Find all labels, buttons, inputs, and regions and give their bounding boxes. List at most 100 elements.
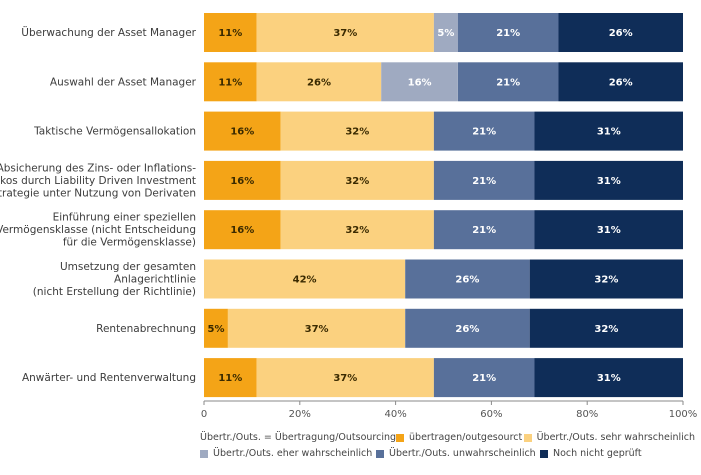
bar-segment [204, 210, 281, 250]
data-label: 32% [345, 127, 369, 138]
bar-segment [534, 358, 683, 398]
data-label: 42% [293, 275, 317, 286]
data-label: 16% [230, 176, 254, 187]
category-label: Taktische Vermögensallokation [33, 126, 196, 138]
bar-segment [457, 13, 559, 52]
bar-segment [204, 308, 228, 348]
legend-swatch-transferred [396, 434, 405, 442]
data-label: 32% [345, 225, 369, 236]
bar-segment [558, 13, 683, 52]
bar-segment [433, 358, 535, 398]
data-label: 26% [455, 275, 479, 286]
legend-swatch-unlikely [376, 450, 384, 458]
category-label-line: Überwachung der Asset Manager [21, 26, 196, 39]
category-label-line: Vermögensklasse (nicht Entscheidung [0, 224, 196, 236]
data-label: 5% [208, 324, 225, 335]
data-label: 31% [597, 127, 621, 138]
data-label: 37% [333, 28, 357, 39]
category-label: Auswahl der Asset Manager [50, 76, 197, 88]
legend-swatch-not-checked [540, 450, 548, 458]
data-label: 26% [609, 28, 633, 39]
data-label: 32% [594, 275, 618, 286]
bar-segment [204, 13, 257, 52]
category-label-line: Rentenabrechnung [96, 323, 196, 335]
category-label-line: Absicherung des Zins- oder Inflations- [0, 162, 196, 174]
data-label: 26% [609, 77, 633, 88]
x-tick-label: 20% [289, 409, 311, 420]
data-label: 31% [597, 176, 621, 187]
legend: Übertr./Outs. = Übertragung/Outsourcing … [200, 430, 695, 462]
bar-segment [381, 62, 458, 102]
bar-segment [558, 62, 683, 102]
category-label-line: Umsetzung der gesamten [60, 261, 196, 273]
category-label-line: für die Vermögensklasse) [63, 237, 196, 249]
category-label-line: Anlagerichtlinie [114, 274, 196, 286]
x-tick-label: 80% [576, 409, 598, 420]
legend-item-very-likely: Übertr./Outs. sehr wahrscheinlich [523, 430, 695, 446]
data-label: 32% [594, 324, 618, 335]
bar-segment [256, 62, 382, 102]
data-label: 31% [597, 373, 621, 384]
legend-item-unlikely: Übertr./Outs. unwahrscheinlich [376, 446, 540, 462]
bar-segment [433, 160, 535, 200]
category-label-line: risikos durch Liability Driven Investmen… [0, 175, 196, 187]
legend-label-not-checked: Noch nicht geprüft [553, 448, 642, 459]
data-label: 16% [230, 225, 254, 236]
legend-swatch-very-likely [523, 434, 532, 442]
bar-segment [204, 259, 406, 299]
bar-segment [204, 358, 257, 398]
bar-segment [534, 111, 683, 151]
legend-note: Übertr./Outs. = Übertragung/Outsourcing [200, 430, 396, 446]
data-label: 16% [230, 127, 254, 138]
data-label: 21% [472, 127, 496, 138]
bar-segment [280, 111, 434, 151]
category-label: Umsetzung der gesamten Anlagerichtlinie (n… [33, 261, 196, 298]
stacked-bar-chart: Überwachung der Asset Manager 11% 37% 5% 21%… [0, 13, 698, 420]
bar-segment [280, 160, 434, 200]
x-tick-label: 60% [480, 409, 502, 420]
legend-label-unlikely: Übertr./Outs. unwahrscheinlich [389, 448, 536, 459]
x-tick-label: 100% [669, 409, 698, 420]
legend-label-transferred: übertragen/outgesourct [409, 432, 523, 443]
data-label: 37% [305, 324, 329, 335]
bar-segment [433, 13, 458, 52]
legend-row-1: Übertr./Outs. = Übertragung/Outsourcing … [200, 430, 695, 446]
data-label: 37% [333, 373, 357, 384]
bar-segment [227, 308, 406, 348]
bar-segment [405, 308, 530, 348]
legend-item-rather-likely: Übertr./Outs. eher wahrscheinlich [200, 446, 376, 462]
data-label: 26% [307, 77, 331, 88]
bar-segment [433, 111, 535, 151]
bar-segment [256, 13, 434, 52]
category-label-line: Einführung einer speziellen [53, 212, 196, 224]
bar-segment [204, 160, 281, 200]
category-label: Überwachung der Asset Manager [21, 26, 196, 39]
data-label: 11% [218, 373, 242, 384]
bar-segment [256, 358, 434, 398]
category-label-line: Auswahl der Asset Manager [50, 76, 197, 88]
bar-segment [529, 308, 683, 348]
data-label: 11% [218, 28, 242, 39]
bar-segment [529, 259, 683, 299]
legend-item-not-checked: Noch nicht geprüft [540, 446, 642, 462]
legend-note-text: Übertr./Outs. = Übertragung/Outsourcing [200, 432, 397, 443]
bar-segment [457, 62, 559, 102]
data-label: 26% [455, 324, 479, 335]
bar-segment [280, 210, 434, 250]
data-label: 16% [408, 77, 432, 88]
x-tick-label: 40% [384, 409, 406, 420]
category-label-line: Anwärter- und Rentenverwaltung [22, 372, 196, 384]
legend-row-2: Übertr./Outs. eher wahrscheinlich Übertr… [200, 446, 695, 462]
bar-segment [433, 210, 535, 250]
data-label: 32% [345, 176, 369, 187]
category-label-line: Strategie unter Nutzung von Derivaten [0, 187, 196, 199]
data-label: 21% [472, 176, 496, 187]
category-label: Anwärter- und Rentenverwaltung [22, 372, 196, 384]
legend-label-very-likely: Übertr./Outs. sehr wahrscheinlich [536, 432, 695, 443]
legend-label-rather-likely: Übertr./Outs. eher wahrscheinlich [213, 448, 373, 459]
data-label: 21% [496, 77, 520, 88]
legend-item-transferred: übertragen/outgesourct [396, 430, 524, 446]
category-label-line: Taktische Vermögensallokation [33, 126, 196, 138]
category-label-line: (nicht Erstellung der Richtlinie) [33, 286, 196, 298]
x-tick-label: 0 [201, 409, 207, 420]
